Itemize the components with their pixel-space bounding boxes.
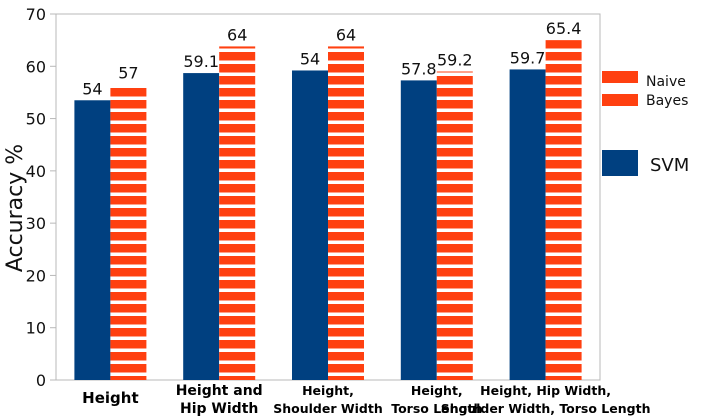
y-tick-label: 30 (26, 214, 46, 233)
naive-bayes-bar-5 (545, 40, 582, 381)
legend-naive-bayes-swatch (602, 94, 638, 106)
y-tick-label: 50 (26, 110, 46, 129)
category-label-2: Hip Width (180, 401, 258, 417)
category-label-3: Height, (302, 383, 354, 398)
naive-bayes-value-label-3: 64 (336, 25, 356, 44)
y-axis-label: Accuracy % (3, 144, 28, 272)
y-tick-label: 0 (36, 371, 46, 390)
naive-bayes-value-label-1: 57 (118, 64, 138, 83)
svm-value-label-5: 59.7 (510, 48, 546, 67)
category-label-5: Height, Hip Width, (480, 383, 611, 398)
category-label-5: Shoulder Width, Torso Length (441, 401, 651, 416)
svm-bar-5 (509, 69, 546, 381)
y-tick-label: 10 (26, 319, 46, 338)
y-tick-label: 40 (26, 162, 46, 181)
legend-naive-bayes-label: Naive (646, 74, 686, 90)
y-axis: 0 10 20 30 40 50 60 70 (26, 5, 56, 390)
naive-bayes-bar-4 (436, 71, 473, 380)
bars (74, 40, 582, 381)
naive-bayes-bar-3 (328, 46, 364, 380)
svm-value-label-1: 54 (82, 79, 102, 98)
category-label-1: Height (82, 389, 138, 407)
category-label-4: Torso Length (391, 401, 482, 416)
legend-svm-swatch (602, 150, 638, 176)
naive-bayes-bar-2 (219, 46, 256, 380)
naive-bayes-value-label-2: 64 (227, 25, 247, 44)
y-tick-label: 20 (26, 266, 46, 285)
svm-bar-1 (74, 100, 111, 381)
naive-bayes-bar-1 (110, 84, 147, 380)
y-tick-label: 70 (26, 5, 46, 24)
legend-svm-label: SVM (650, 155, 689, 176)
svm-value-label-2: 59.1 (183, 52, 219, 71)
category-label-2: Height and (176, 383, 263, 399)
svm-value-label-3: 54 (300, 49, 320, 68)
naive-bayes-value-label-5: 65.4 (546, 19, 582, 38)
svm-bar-4 (400, 80, 437, 380)
legend: Naive Bayes SVM (602, 71, 689, 176)
category-label-4: Height, (411, 383, 463, 398)
y-tick-label: 60 (26, 57, 46, 76)
naive-bayes-value-label-4: 59.2 (437, 51, 473, 70)
svm-value-label-4: 57.8 (401, 59, 437, 78)
svm-bar-2 (183, 73, 220, 380)
legend-naive-bayes-swatch (602, 71, 638, 83)
legend-naive-bayes-label: Bayes (646, 93, 688, 109)
category-label-3: Shoulder Width (273, 401, 383, 416)
value-labels: 54 57 59.1 64 54 64 57.8 59.2 59.765.4 (82, 19, 581, 98)
category-labels: Height Height and Hip Width Height, Shoulder… (82, 383, 650, 417)
svm-bar-3 (292, 70, 328, 381)
